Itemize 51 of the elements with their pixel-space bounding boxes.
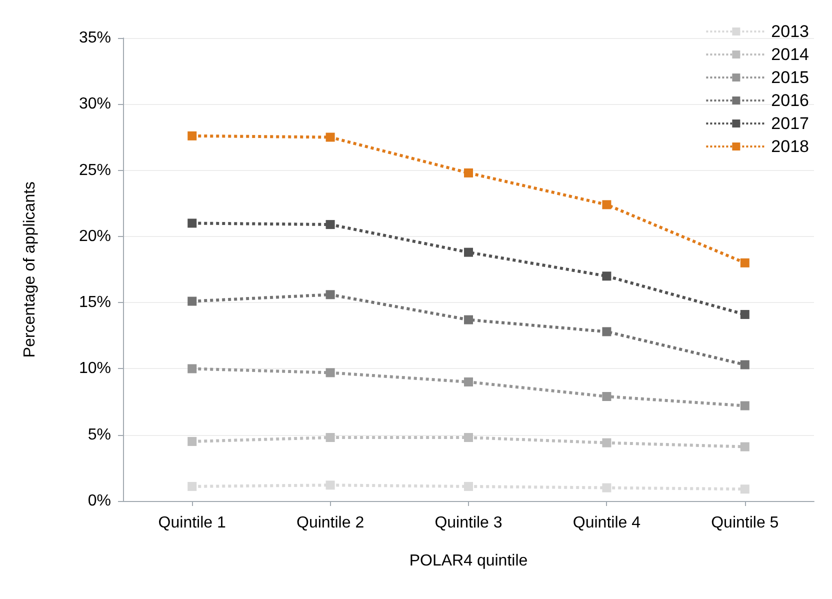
point: [188, 436, 197, 446]
point: [602, 483, 612, 492]
point: [326, 433, 335, 442]
y-tick-label: 15%: [78, 294, 111, 312]
legend-label: 2013: [771, 22, 810, 41]
y-tick-label: 10%: [78, 360, 111, 378]
point: [188, 131, 197, 140]
point: [326, 132, 335, 142]
y-tick-label: 0%: [88, 492, 111, 510]
x-tick-label: Quintile 3: [434, 514, 502, 532]
point: [464, 248, 473, 257]
point: [326, 368, 335, 378]
point: [326, 290, 335, 300]
y-axis-title: Percentage of applicants: [22, 181, 38, 358]
point: [740, 310, 750, 319]
point: [602, 200, 612, 210]
point: [602, 438, 612, 448]
point: [188, 218, 197, 228]
y-tick-label: 5%: [88, 426, 111, 444]
point: [740, 484, 750, 494]
point: [188, 482, 197, 491]
legend-label: 2018: [771, 137, 810, 156]
y-tick-label: 20%: [78, 228, 111, 245]
point: [740, 258, 750, 268]
point: [602, 327, 612, 336]
legend-label: 2015: [771, 68, 810, 87]
point: [602, 272, 612, 281]
y-tick-label: 30%: [78, 96, 111, 113]
point: [464, 377, 473, 386]
point: [740, 401, 750, 410]
point: [188, 296, 197, 306]
x-tick-label: Quintile 1: [158, 514, 226, 532]
x-tick-label: Quintile 4: [572, 514, 641, 532]
legend-label: 2016: [771, 91, 810, 110]
legend-label: 2017: [771, 114, 810, 133]
y-tick-label: 35%: [78, 30, 111, 46]
legend-label: 2014: [771, 45, 810, 64]
point: [464, 315, 473, 324]
point: [740, 442, 750, 452]
point: [326, 480, 335, 490]
point: [464, 433, 473, 442]
y-tick-label: 25%: [78, 162, 111, 179]
x-tick-label: Quintile 5: [711, 514, 779, 532]
point: [602, 392, 612, 401]
point: [326, 220, 335, 230]
x-axis-title: POLAR4 quintile: [409, 552, 528, 570]
point: [464, 482, 473, 491]
point: [464, 168, 473, 178]
x-tick-label: Quintile 2: [296, 514, 364, 532]
point: [188, 364, 197, 374]
point: [740, 360, 750, 370]
